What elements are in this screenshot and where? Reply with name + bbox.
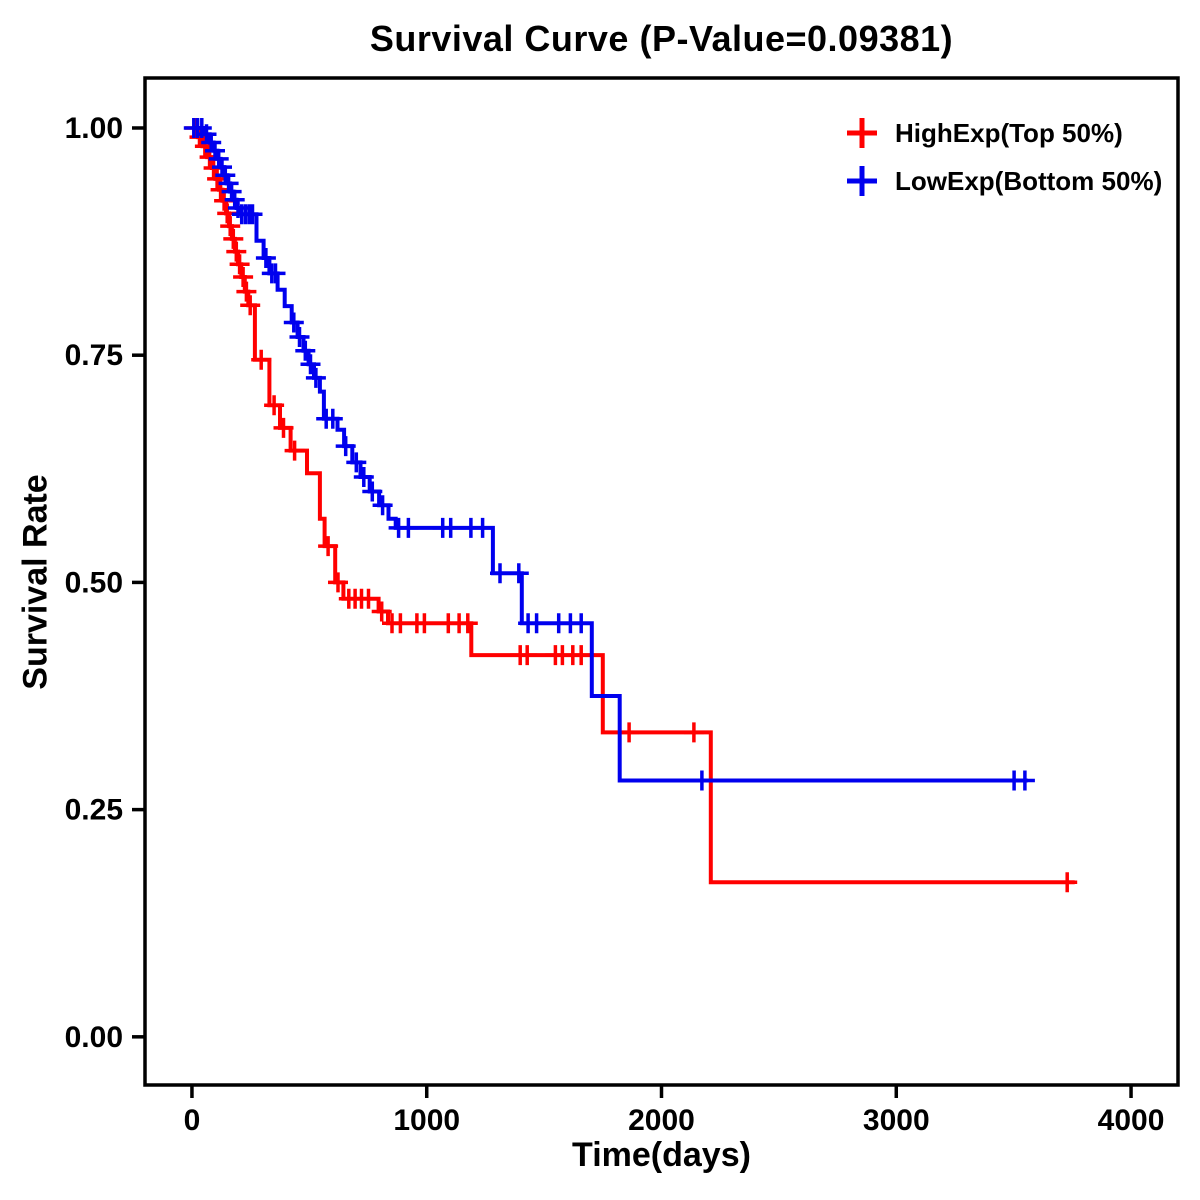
x-tick-label: 4000	[1098, 1104, 1165, 1137]
axis-ticks: 0 1000 2000 3000 4000 0.00 0.25 0.50 0.75 1.00	[65, 112, 1165, 1137]
plot-border	[143, 76, 1180, 1087]
highexp-plus-icon	[847, 118, 877, 148]
y-tick-label: 0.25	[65, 794, 123, 827]
chart-title: Survival Curve (P-Value=0.09381)	[369, 18, 954, 59]
survival-step-curve	[192, 126, 1075, 885]
y-tick-label: 0.50	[65, 566, 123, 599]
legend-item-lowexp: LowExp(Bottom 50%)	[845, 164, 1162, 198]
y-tick-label: 0.00	[65, 1021, 123, 1054]
x-tick-label: 1000	[393, 1104, 460, 1137]
y-tick-label: 0.75	[65, 339, 123, 372]
censor-marks	[183, 118, 1035, 791]
survival-step-curve	[192, 126, 1028, 783]
x-tick-label: 2000	[628, 1104, 695, 1137]
series-highexp	[184, 118, 1078, 893]
legend-item-highexp: HighExp(Top 50%)	[845, 116, 1162, 150]
lowexp-plus-icon	[847, 166, 877, 196]
legend-label-lowexp: LowExp(Bottom 50%)	[895, 165, 1163, 196]
series-lowexp	[183, 118, 1035, 791]
x-axis-label: Time(days)	[572, 1136, 751, 1174]
y-tick-label: 1.00	[65, 112, 123, 145]
x-tick-label: 3000	[863, 1104, 930, 1137]
legend: HighExp(Top 50%) LowExp(Bottom 50%)	[845, 116, 1162, 198]
x-tick-label: 0	[184, 1104, 201, 1137]
legend-label-highexp: HighExp(Top 50%)	[895, 117, 1123, 148]
